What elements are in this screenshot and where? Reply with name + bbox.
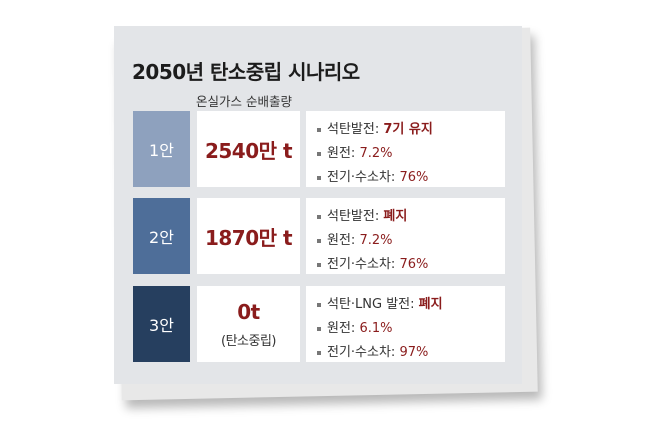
scenario-row-1: 1안 2540만 t 석탄발전: 7기 유지 원전: 7.2% 전기·수소차: …: [133, 111, 505, 187]
detail-key: 전기·수소차:: [327, 170, 396, 185]
emission-amount: 0t (탄소중립): [197, 286, 300, 362]
detail-value: 76%: [399, 170, 429, 185]
scenario-row-2: 2안 1870만 t 석탄발전: 폐지 원전: 7.2% 전기·수소차: 76%: [133, 198, 505, 274]
detail-value: 7.2%: [359, 233, 393, 248]
detail-value: 폐지: [383, 209, 408, 224]
bullet-icon: [317, 350, 321, 355]
detail-key: 석탄·LNG 발전:: [327, 297, 415, 312]
emission-amount: 2540만 t: [197, 111, 300, 187]
detail-key: 석탄발전:: [327, 209, 380, 224]
detail-line: 전기·수소차: 76%: [317, 253, 505, 277]
detail-value: 76%: [399, 257, 429, 272]
scenario-details: 석탄발전: 7기 유지 원전: 7.2% 전기·수소차: 76%: [306, 111, 505, 187]
amount-note: (탄소중립): [221, 333, 276, 349]
detail-key: 원전:: [327, 146, 356, 161]
detail-value: 7.2%: [359, 146, 393, 161]
detail-key: 전기·수소차:: [327, 345, 396, 360]
amount-value: 2540만 t: [204, 138, 293, 163]
detail-key: 전기·수소차:: [327, 257, 396, 272]
detail-value: 97%: [399, 345, 429, 360]
bullet-icon: [317, 238, 321, 243]
scenario-label: 1안: [133, 111, 190, 187]
detail-line: 석탄발전: 7기 유지: [317, 118, 505, 142]
detail-line: 전기·수소차: 97%: [317, 341, 505, 365]
detail-value: 6.1%: [359, 321, 393, 336]
scenario-label: 2안: [133, 198, 190, 274]
scenario-row-3: 3안 0t (탄소중립) 석탄·LNG 발전: 폐지 원전: 6.1% 전기·수…: [133, 286, 505, 362]
bullet-icon: [317, 151, 321, 156]
detail-key: 원전:: [327, 233, 356, 248]
detail-line: 원전: 6.1%: [317, 317, 505, 341]
column-subtitle: 온실가스 순배출량: [196, 94, 292, 109]
detail-line: 원전: 7.2%: [317, 142, 505, 166]
detail-value: 폐지: [418, 297, 443, 312]
detail-line: 원전: 7.2%: [317, 229, 505, 253]
amount-value: 0t: [237, 299, 260, 324]
bullet-icon: [317, 262, 321, 267]
detail-value: 7기 유지: [383, 122, 433, 137]
bullet-icon: [317, 127, 321, 132]
scenario-label: 3안: [133, 286, 190, 362]
bullet-icon: [317, 326, 321, 331]
bullet-icon: [317, 214, 321, 219]
detail-line: 석탄·LNG 발전: 폐지: [317, 293, 505, 317]
bullet-icon: [317, 302, 321, 307]
detail-line: 석탄발전: 폐지: [317, 205, 505, 229]
detail-line: 전기·수소차: 76%: [317, 166, 505, 190]
page-title: 2050년 탄소중립 시나리오: [132, 60, 360, 84]
scenario-details: 석탄발전: 폐지 원전: 7.2% 전기·수소차: 76%: [306, 198, 505, 274]
detail-key: 원전:: [327, 321, 356, 336]
detail-key: 석탄발전:: [327, 122, 380, 137]
scenario-details: 석탄·LNG 발전: 폐지 원전: 6.1% 전기·수소차: 97%: [306, 286, 505, 362]
emission-amount: 1870만 t: [197, 198, 300, 274]
bullet-icon: [317, 175, 321, 180]
amount-value: 1870만 t: [204, 225, 293, 250]
